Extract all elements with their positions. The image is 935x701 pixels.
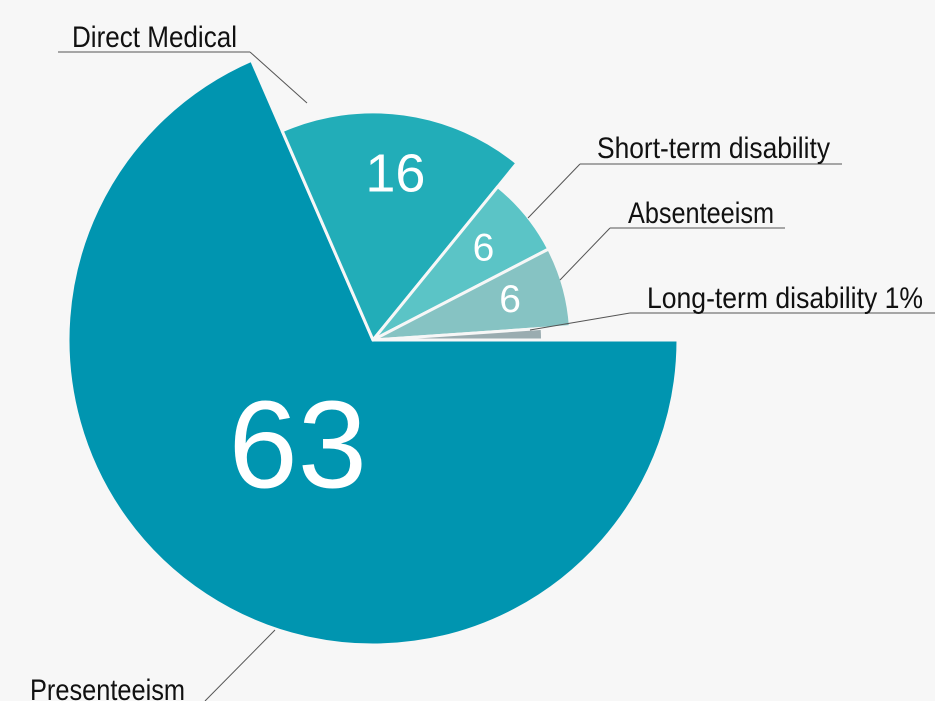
leader-line xyxy=(527,163,581,219)
leader-line xyxy=(249,51,308,104)
pie-slice xyxy=(280,110,519,342)
category-label: Direct Medical xyxy=(72,21,237,54)
leader-line xyxy=(529,312,631,331)
leader-line xyxy=(204,629,276,701)
category-label: Absenteeism xyxy=(628,197,774,230)
pie-slice xyxy=(66,58,680,647)
value-label: 6 xyxy=(473,226,495,269)
pie-slice xyxy=(371,247,572,342)
leader-line xyxy=(559,227,611,281)
category-label: Presenteeism xyxy=(30,674,185,701)
value-label: 6 xyxy=(499,278,521,321)
value-label: 63 xyxy=(228,376,366,515)
category-label: Long-term disability 1% xyxy=(647,282,923,315)
category-label: Short-term disability xyxy=(597,132,830,165)
value-label: 16 xyxy=(365,144,425,204)
